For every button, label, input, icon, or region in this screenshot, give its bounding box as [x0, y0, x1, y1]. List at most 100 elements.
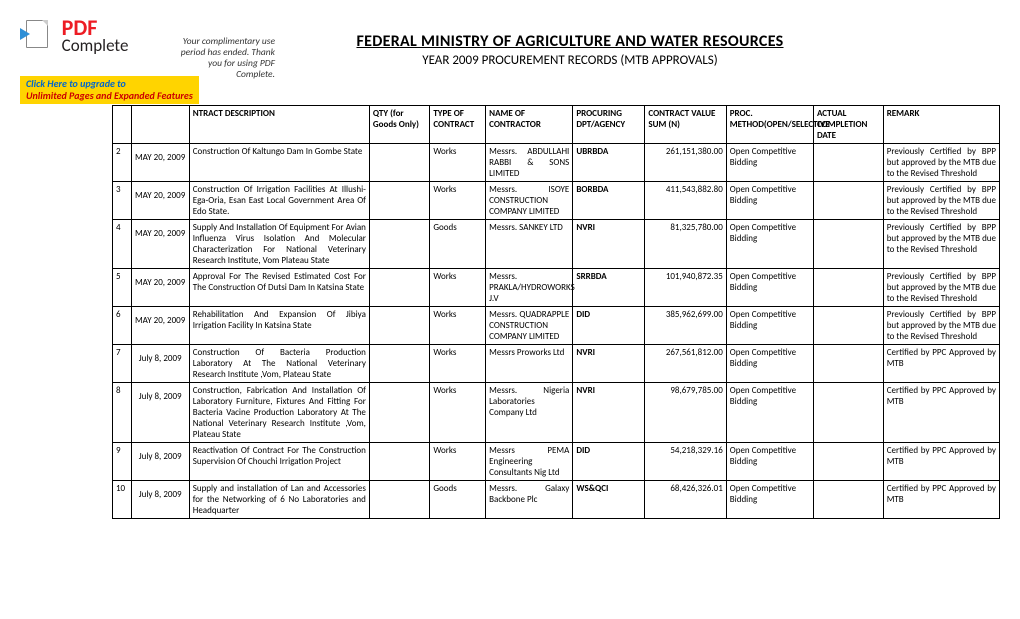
cell-remark: Previously Certified by BPP but approved…: [883, 220, 999, 269]
cell-desc: Reactivation Of Contract For The Constru…: [189, 443, 369, 481]
cell-qty: [369, 307, 429, 345]
page-title: FEDERAL MINISTRY OF AGRICULTURE AND WATE…: [300, 32, 840, 51]
cell-contractor: Messrs. Nigeria Laboratories Company Ltd: [486, 383, 573, 443]
col-date: [131, 106, 189, 144]
cell-type: Works: [430, 144, 486, 182]
cell-contractor: Messrs PEMA Engineering Consultants Nig …: [486, 443, 573, 481]
cell-sn: 2: [113, 144, 132, 182]
cell-sn: 9: [113, 443, 132, 481]
col-sn: [113, 106, 132, 144]
cell-date: MAY 20, 2009: [131, 144, 189, 182]
cell-qty: [369, 345, 429, 383]
cell-method: Open Competitive Bidding: [726, 481, 813, 519]
cell-contractor: Messrs. SANKEY LTD: [486, 220, 573, 269]
cell-desc: Supply and installation of Lan and Acces…: [189, 481, 369, 519]
col-remark: REMARK: [883, 106, 999, 144]
cell-method: Open Competitive Bidding: [726, 383, 813, 443]
cell-sn: 10: [113, 481, 132, 519]
page-subtitle: YEAR 2009 PROCUREMENT RECORDS (MTB APPRO…: [300, 53, 840, 68]
cell-method: Open Competitive Bidding: [726, 182, 813, 220]
cell-date: July 8, 2009: [131, 345, 189, 383]
cell-agency: DID: [573, 307, 645, 345]
cell-date: MAY 20, 2009: [131, 307, 189, 345]
cell-type: Works: [430, 182, 486, 220]
document-title-block: FEDERAL MINISTRY OF AGRICULTURE AND WATE…: [300, 32, 840, 68]
cell-contractor: Messrs. ISOYE CONSTRUCTION COMPANY LIMIT…: [486, 182, 573, 220]
col-method: PROC. METHOD(OPEN/SELECTIVE: [726, 106, 813, 144]
cell-desc: Supply And Installation Of Equipment For…: [189, 220, 369, 269]
cell-agency: UBRBDA: [573, 144, 645, 182]
cell-contractor: Messrs. PRAKLA/HYDROWORKS J.V: [486, 269, 573, 307]
cell-type: Goods: [430, 481, 486, 519]
cell-remark: Certified by PPC Approved by MTB: [883, 383, 999, 443]
table-row: 8July 8, 2009Construction, Fabrication A…: [113, 383, 1000, 443]
cell-method: Open Competitive Bidding: [726, 307, 813, 345]
cell-value: 98,679,785.00: [645, 383, 726, 443]
table-row: 6MAY 20, 2009Rehabilitation And Expansio…: [113, 307, 1000, 345]
cell-type: Works: [430, 269, 486, 307]
cell-value: 81,325,780.00: [645, 220, 726, 269]
table-row: 9July 8, 2009Reactivation Of Contract Fo…: [113, 443, 1000, 481]
cell-qty: [369, 383, 429, 443]
cell-agency: NVRI: [573, 383, 645, 443]
col-qty: QTY (for Goods Only): [369, 106, 429, 144]
col-value: CONTRACT VALUE SUM (N): [645, 106, 726, 144]
cell-type: Works: [430, 307, 486, 345]
pdf-complete-banner: PDF Complete Your complimentary use peri…: [20, 18, 250, 76]
cell-sn: 5: [113, 269, 132, 307]
col-type: TYPE OF CONTRACT: [430, 106, 486, 144]
cell-actual: [813, 269, 883, 307]
cell-sn: 7: [113, 345, 132, 383]
cell-value: 261,151,380.00: [645, 144, 726, 182]
table-row: 4MAY 20, 2009Supply And Installation Of …: [113, 220, 1000, 269]
cell-desc: Construction Of Kaltungo Dam In Gombe St…: [189, 144, 369, 182]
cell-remark: Previously Certified by BPP but approved…: [883, 307, 999, 345]
cell-agency: WS&QCI: [573, 481, 645, 519]
cell-qty: [369, 443, 429, 481]
cell-remark: Previously Certified by BPP but approved…: [883, 144, 999, 182]
cell-agency: NVRI: [573, 345, 645, 383]
cell-agency: NVRI: [573, 220, 645, 269]
cell-date: July 8, 2009: [131, 443, 189, 481]
cell-value: 267,561,812.00: [645, 345, 726, 383]
cell-value: 411,543,882.80: [645, 182, 726, 220]
cell-desc: Construction Of Irrigation Facilities At…: [189, 182, 369, 220]
cell-desc: Construction Of Bacteria Production Labo…: [189, 345, 369, 383]
cell-agency: DID: [573, 443, 645, 481]
cell-method: Open Competitive Bidding: [726, 144, 813, 182]
cell-agency: BORBDA: [573, 182, 645, 220]
cell-desc: Rehabilitation And Expansion Of Jibiya I…: [189, 307, 369, 345]
cell-remark: Previously Certified by BPP but approved…: [883, 182, 999, 220]
cell-actual: [813, 443, 883, 481]
upgrade-banner[interactable]: Click Here to upgrade to Unlimited Pages…: [20, 76, 199, 104]
table-row: 7July 8, 2009Construction Of Bacteria Pr…: [113, 345, 1000, 383]
table-head: NTRACT DESCRIPTION QTY (for Goods Only) …: [113, 106, 1000, 144]
cell-qty: [369, 220, 429, 269]
cell-value: 68,426,326.01: [645, 481, 726, 519]
cell-sn: 8: [113, 383, 132, 443]
cell-type: Works: [430, 383, 486, 443]
cell-qty: [369, 144, 429, 182]
col-agency: PROCURING DPT/AGENCY: [573, 106, 645, 144]
cell-remark: Certified by PPC Approved by MTB: [883, 443, 999, 481]
cell-method: Open Competitive Bidding: [726, 345, 813, 383]
cell-actual: [813, 307, 883, 345]
cell-contractor: Messrs Proworks Ltd: [486, 345, 573, 383]
cell-qty: [369, 481, 429, 519]
cell-actual: [813, 481, 883, 519]
cell-agency: SRRBDA: [573, 269, 645, 307]
table-row: 2MAY 20, 2009Construction Of Kaltungo Da…: [113, 144, 1000, 182]
cell-actual: [813, 383, 883, 443]
cell-type: Works: [430, 443, 486, 481]
cell-desc: Construction, Fabrication And Installati…: [189, 383, 369, 443]
cell-method: Open Competitive Bidding: [726, 220, 813, 269]
cell-type: Goods: [430, 220, 486, 269]
col-desc: NTRACT DESCRIPTION: [189, 106, 369, 144]
cell-sn: 4: [113, 220, 132, 269]
table-row: 5MAY 20, 2009Approval For The Revised Es…: [113, 269, 1000, 307]
cell-date: MAY 20, 2009: [131, 269, 189, 307]
procurement-table-wrap: NTRACT DESCRIPTION QTY (for Goods Only) …: [112, 105, 1000, 519]
cell-actual: [813, 345, 883, 383]
cell-remark: Previously Certified by BPP but approved…: [883, 269, 999, 307]
cell-qty: [369, 182, 429, 220]
